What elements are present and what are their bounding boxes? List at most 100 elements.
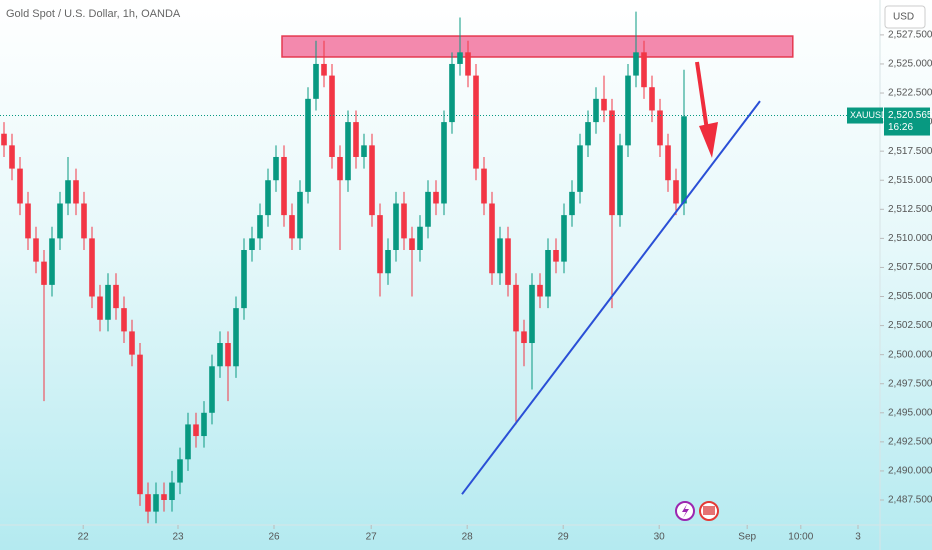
candle-body <box>353 122 359 157</box>
x-tick-label: 3 <box>855 532 861 543</box>
candle-body <box>409 238 415 250</box>
candle-body <box>361 145 367 157</box>
candle-body <box>465 52 471 76</box>
countdown-label: 16:26 <box>888 122 913 133</box>
trendline <box>461 100 761 495</box>
candle-body <box>257 215 263 239</box>
x-tick-label: 22 <box>78 532 90 543</box>
candle-body <box>657 110 663 146</box>
candle-body <box>209 366 215 413</box>
candle-body <box>145 494 151 512</box>
candle-body <box>425 191 431 227</box>
candle-body <box>345 122 351 181</box>
y-tick-label: 2,515.000 <box>888 175 932 186</box>
flag-icon-body <box>703 506 715 515</box>
candle-body <box>113 284 119 309</box>
candle-body <box>673 180 679 204</box>
candle-body <box>337 156 343 181</box>
currency-label[interactable]: USD <box>893 12 914 23</box>
candle-body <box>169 482 175 500</box>
candle-body <box>25 203 31 239</box>
price-tag-box <box>884 107 930 136</box>
x-tick-label: 30 <box>654 532 666 543</box>
x-tick-label: 23 <box>172 532 184 543</box>
candle-body <box>193 424 199 437</box>
candle-body <box>449 63 455 123</box>
x-tick-label: 27 <box>366 532 378 543</box>
candle-body <box>513 284 519 332</box>
currency-button[interactable] <box>884 5 926 29</box>
candle-body <box>385 250 391 274</box>
candle-body <box>625 75 631 146</box>
candle-body <box>633 52 639 76</box>
y-tick-label: 2,517.500 <box>888 146 932 157</box>
candle-body <box>33 238 39 262</box>
y-tick-label: 2,512.500 <box>888 204 932 215</box>
y-tick-label: 2,492.500 <box>888 437 932 448</box>
candle-body <box>681 116 687 204</box>
candle-body <box>273 156 279 181</box>
candle-body <box>505 238 511 285</box>
candle-body <box>265 180 271 216</box>
y-tick-label: 2,497.500 <box>888 378 932 389</box>
candle-body <box>57 203 63 239</box>
candle-body <box>129 331 135 355</box>
y-tick-label: 2,522.500 <box>888 88 932 99</box>
candle-body <box>321 63 327 76</box>
candle-body <box>217 343 223 367</box>
candle-body <box>393 203 399 250</box>
candle-body <box>73 180 79 204</box>
candle-body <box>473 75 479 169</box>
candle-body <box>545 250 551 297</box>
candle-body <box>65 180 71 204</box>
candle-body <box>9 145 15 169</box>
x-tick-label: Sep <box>738 532 756 543</box>
candle-body <box>417 226 423 250</box>
candle-body <box>281 156 287 216</box>
y-tick-label: 2,505.000 <box>888 291 932 302</box>
candle-body <box>233 308 239 367</box>
candle-body <box>329 75 335 157</box>
symbol-tag <box>847 107 883 124</box>
y-tick-label: 2,527.500 <box>888 30 932 41</box>
candle-body <box>17 168 23 204</box>
y-tick-label: 2,510.000 <box>888 233 932 244</box>
candle-body <box>537 284 543 297</box>
candle-body <box>81 203 87 239</box>
y-tick-label: 2,495.000 <box>888 407 932 418</box>
candle-body <box>529 284 535 344</box>
candle-body <box>577 145 583 192</box>
x-tick-label: 29 <box>558 532 570 543</box>
candle-body <box>457 52 463 64</box>
candle-body <box>401 203 407 239</box>
candle-body <box>225 343 231 367</box>
candle-body <box>177 459 183 483</box>
candle-body <box>241 250 247 309</box>
candle-body <box>1 133 7 146</box>
candle-body <box>441 122 447 204</box>
candle-body <box>185 424 191 460</box>
arrow-head <box>699 122 718 158</box>
candle-body <box>369 145 375 216</box>
y-tick-label: 2,507.500 <box>888 262 932 273</box>
candle-body <box>153 494 159 512</box>
candle-body <box>97 296 103 320</box>
candle-body <box>289 215 295 239</box>
candle-body <box>41 261 47 285</box>
candle-body <box>433 191 439 204</box>
y-tick-label: 2,525.000 <box>888 59 932 70</box>
y-tick-label: 2,490.000 <box>888 466 932 477</box>
candle-body <box>561 215 567 262</box>
x-tick-label: 26 <box>268 532 280 543</box>
candle-body <box>585 122 591 146</box>
resistance-zone <box>281 35 794 58</box>
candle-body <box>497 238 503 274</box>
candle-body <box>481 168 487 204</box>
y-tick-label: 2,500.000 <box>888 349 932 360</box>
arrow <box>695 61 709 131</box>
candle-body <box>521 331 527 344</box>
candle-body <box>593 98 599 123</box>
candle-body <box>305 98 311 192</box>
